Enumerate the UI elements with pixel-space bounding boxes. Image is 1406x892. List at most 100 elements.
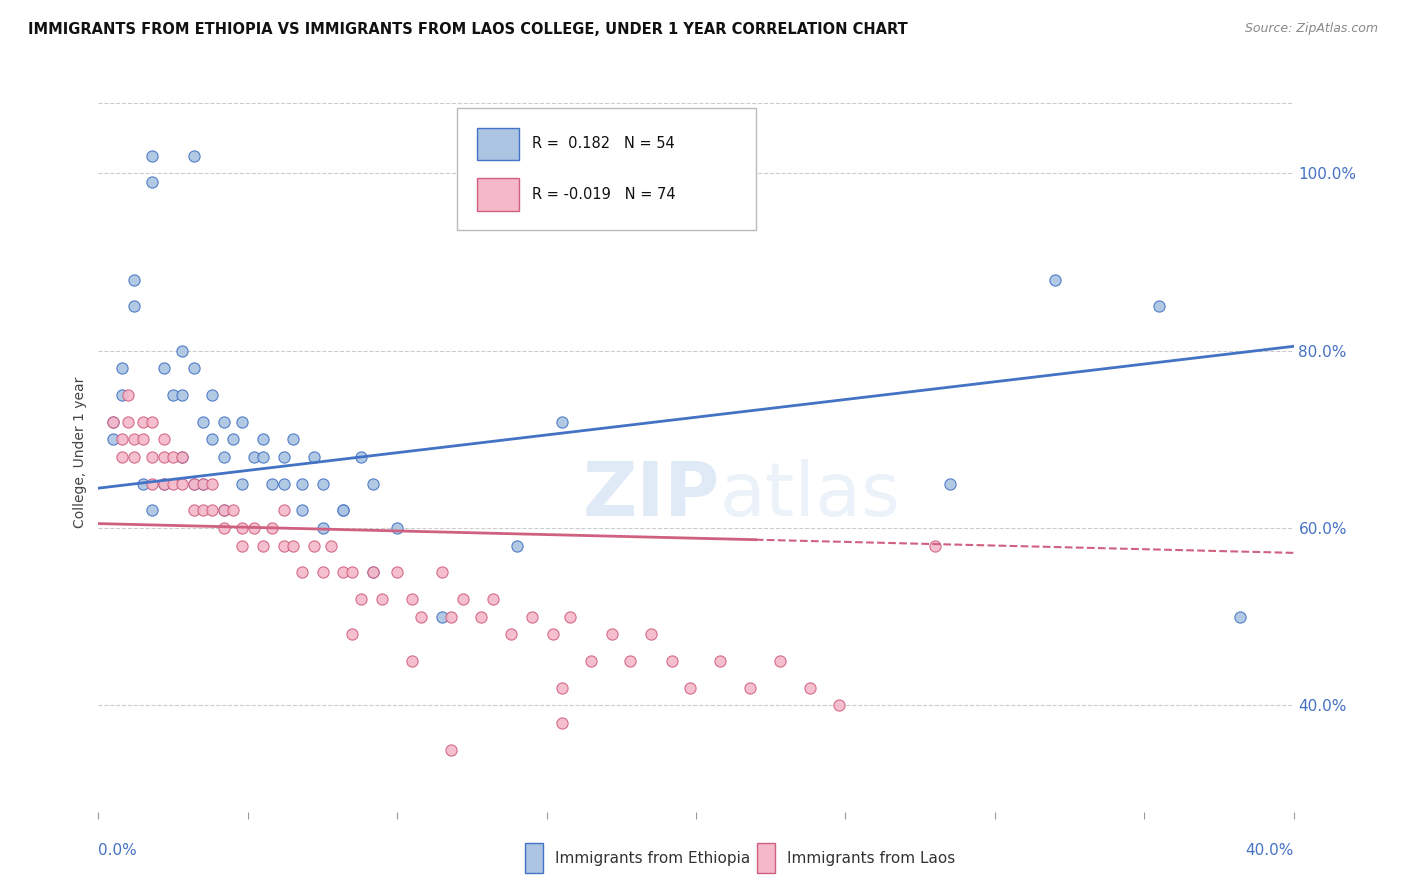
Point bbox=[252, 539, 274, 553]
FancyBboxPatch shape bbox=[477, 128, 519, 161]
Point bbox=[252, 433, 274, 447]
Point bbox=[560, 609, 582, 624]
Point bbox=[291, 566, 314, 580]
Point bbox=[470, 609, 492, 624]
Point bbox=[385, 521, 409, 535]
Text: Immigrants from Laos: Immigrants from Laos bbox=[787, 851, 956, 865]
Point bbox=[191, 503, 214, 517]
Point bbox=[124, 273, 146, 287]
Point bbox=[153, 450, 176, 464]
Point bbox=[183, 476, 205, 491]
Point bbox=[111, 361, 134, 376]
Point bbox=[482, 591, 505, 606]
Point bbox=[141, 175, 163, 189]
Point bbox=[281, 433, 304, 447]
Point bbox=[281, 539, 304, 553]
Point bbox=[243, 521, 266, 535]
Point bbox=[117, 415, 139, 429]
Point bbox=[222, 503, 245, 517]
Point bbox=[231, 539, 253, 553]
Point bbox=[799, 681, 821, 695]
Point bbox=[132, 415, 155, 429]
Point bbox=[132, 433, 155, 447]
Point bbox=[124, 300, 146, 314]
Point bbox=[201, 476, 224, 491]
Text: Source: ZipAtlas.com: Source: ZipAtlas.com bbox=[1244, 22, 1378, 36]
Point bbox=[111, 433, 134, 447]
Point bbox=[302, 539, 325, 553]
Point bbox=[141, 476, 163, 491]
Point bbox=[401, 654, 423, 668]
Point bbox=[939, 476, 962, 491]
Point bbox=[212, 450, 235, 464]
Point bbox=[440, 609, 463, 624]
Text: IMMIGRANTS FROM ETHIOPIA VS IMMIGRANTS FROM LAOS COLLEGE, UNDER 1 YEAR CORRELATI: IMMIGRANTS FROM ETHIOPIA VS IMMIGRANTS F… bbox=[28, 22, 908, 37]
Point bbox=[440, 742, 463, 756]
Point bbox=[738, 681, 761, 695]
Point bbox=[231, 521, 253, 535]
Point bbox=[111, 450, 134, 464]
Point bbox=[201, 503, 224, 517]
Point bbox=[311, 521, 333, 535]
Point bbox=[640, 627, 662, 641]
Point bbox=[506, 539, 529, 553]
Point bbox=[661, 654, 683, 668]
Point bbox=[191, 415, 214, 429]
Point bbox=[172, 476, 194, 491]
Point bbox=[141, 415, 163, 429]
Point bbox=[103, 433, 125, 447]
Point bbox=[162, 388, 184, 402]
Point bbox=[371, 591, 394, 606]
Text: R =  0.182   N = 54: R = 0.182 N = 54 bbox=[533, 136, 675, 152]
Point bbox=[430, 609, 453, 624]
Point bbox=[363, 476, 385, 491]
Point bbox=[302, 450, 325, 464]
Point bbox=[212, 503, 235, 517]
Point bbox=[550, 716, 572, 731]
Point bbox=[411, 609, 433, 624]
Point bbox=[141, 149, 163, 163]
Point bbox=[619, 654, 641, 668]
Point bbox=[117, 388, 139, 402]
Point bbox=[350, 450, 373, 464]
Point bbox=[260, 476, 283, 491]
Point bbox=[103, 415, 125, 429]
Point bbox=[342, 566, 364, 580]
Point bbox=[581, 654, 603, 668]
Point bbox=[124, 433, 146, 447]
Point bbox=[183, 149, 205, 163]
Point bbox=[332, 503, 354, 517]
Point bbox=[222, 433, 245, 447]
Point bbox=[769, 654, 792, 668]
Point bbox=[709, 654, 731, 668]
Point bbox=[103, 415, 125, 429]
Text: Immigrants from Ethiopia: Immigrants from Ethiopia bbox=[555, 851, 751, 865]
Point bbox=[679, 681, 702, 695]
Point bbox=[124, 450, 146, 464]
Point bbox=[191, 476, 214, 491]
FancyBboxPatch shape bbox=[457, 108, 756, 230]
Point bbox=[153, 361, 176, 376]
Point bbox=[172, 388, 194, 402]
Point bbox=[201, 388, 224, 402]
Point bbox=[550, 681, 572, 695]
Point bbox=[141, 450, 163, 464]
Point bbox=[924, 539, 946, 553]
Point bbox=[162, 450, 184, 464]
Point bbox=[231, 415, 253, 429]
Point bbox=[273, 476, 295, 491]
Point bbox=[162, 476, 184, 491]
Point bbox=[363, 566, 385, 580]
Point bbox=[252, 450, 274, 464]
Point bbox=[1229, 609, 1251, 624]
Point bbox=[385, 566, 409, 580]
Point bbox=[172, 450, 194, 464]
Point bbox=[520, 609, 543, 624]
Point bbox=[363, 566, 385, 580]
Point bbox=[273, 539, 295, 553]
Point bbox=[342, 627, 364, 641]
Point bbox=[451, 591, 474, 606]
Point bbox=[311, 566, 333, 580]
Point bbox=[141, 503, 163, 517]
Point bbox=[243, 450, 266, 464]
